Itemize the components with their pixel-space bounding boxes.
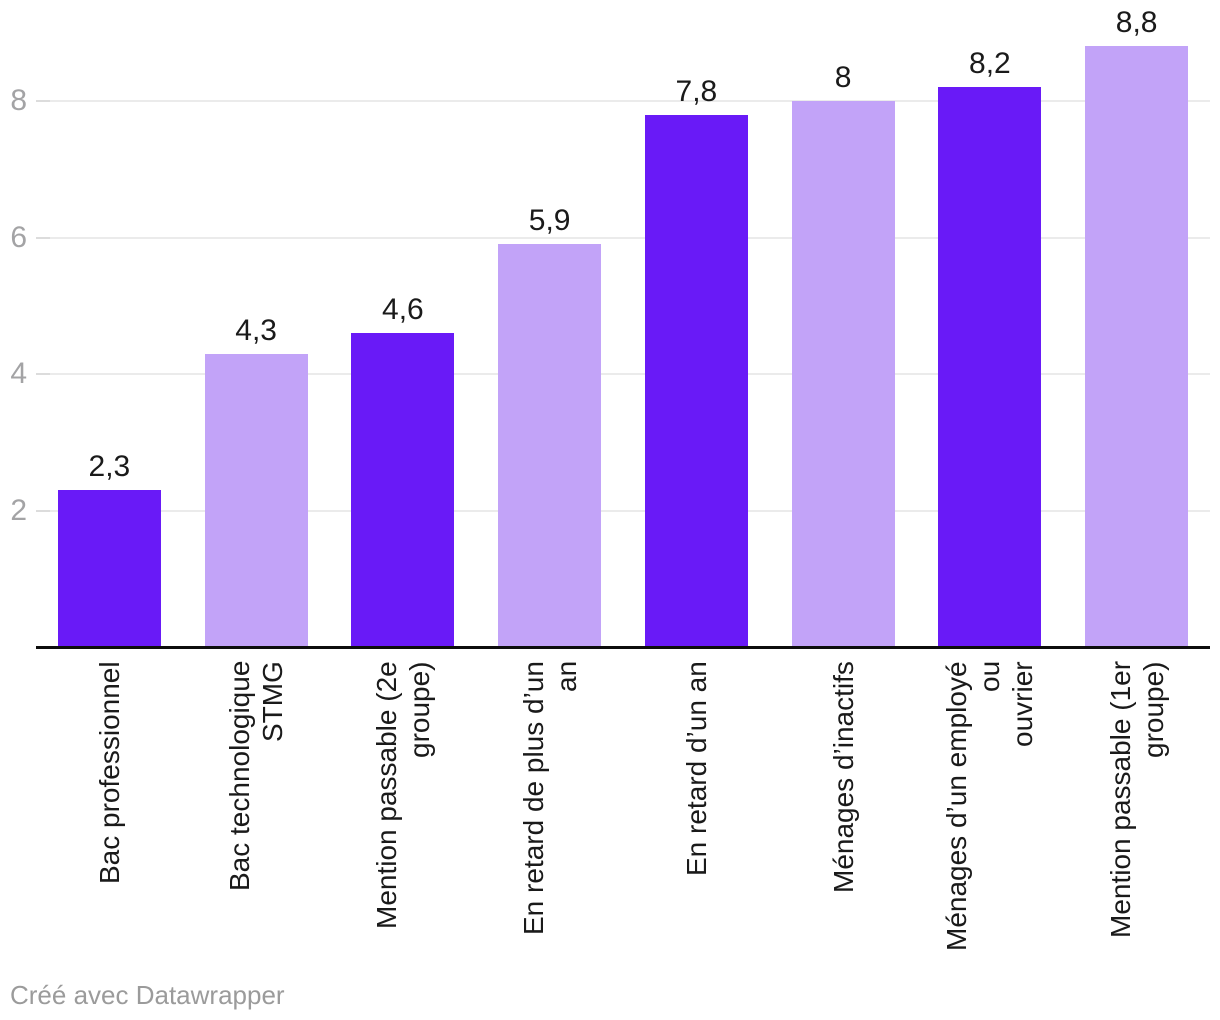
x-axis-category: Ménages d’inactifs bbox=[770, 661, 917, 973]
x-axis-category: Ménages d’un employé ou ouvrier bbox=[917, 661, 1064, 973]
x-axis-category-label: En retard de plus d’un an bbox=[517, 661, 582, 935]
bar-value-label: 2,3 bbox=[88, 450, 131, 483]
y-axis-tick-mark bbox=[36, 509, 50, 512]
bar-value-label: 4,6 bbox=[382, 293, 424, 326]
x-axis-line bbox=[36, 646, 1210, 649]
x-axis-category-label: Ménages d’inactifs bbox=[827, 661, 859, 893]
bar-value-label: 4,3 bbox=[235, 314, 277, 347]
bar-value-label: 7,8 bbox=[675, 75, 718, 108]
x-axis-category: Bac technologique STMG bbox=[183, 661, 330, 973]
x-axis-category: Mention passable (2e groupe) bbox=[330, 661, 477, 973]
x-axis-category-label: Bac technologique STMG bbox=[224, 661, 289, 892]
x-axis-category-label: En retard d’un an bbox=[680, 661, 712, 876]
y-axis-tick-label: 6 bbox=[10, 220, 27, 254]
x-axis-category: Bac professionnel bbox=[36, 661, 183, 973]
bar[interactable] bbox=[938, 87, 1042, 647]
bar[interactable] bbox=[791, 101, 895, 647]
x-axis-category-label: Mention passable (1er groupe) bbox=[1104, 661, 1169, 939]
gridline bbox=[36, 509, 1210, 512]
datawrapper-credit[interactable]: Créé avec Datawrapper bbox=[10, 980, 285, 1010]
y-axis-tick-mark bbox=[36, 236, 50, 239]
x-axis-category-label: Ménages d’un employé ou ouvrier bbox=[941, 661, 1039, 951]
y-axis-tick-mark bbox=[36, 100, 50, 102]
bar[interactable] bbox=[57, 490, 161, 647]
gridline bbox=[36, 373, 1210, 375]
x-axis-category: En retard de plus d’un an bbox=[476, 661, 623, 973]
bar-value-label: 8,8 bbox=[1115, 6, 1158, 39]
bar-value-label: 8 bbox=[834, 61, 852, 94]
y-axis-tick-label: 8 bbox=[10, 84, 27, 117]
x-axis-category-label: Bac professionnel bbox=[93, 661, 125, 884]
x-axis-category: Mention passable (1er groupe) bbox=[1063, 661, 1210, 973]
x-axis-category: En retard d’un an bbox=[623, 661, 770, 973]
x-axis-category-label: Mention passable (2e groupe) bbox=[370, 661, 435, 929]
gridline bbox=[36, 100, 1210, 102]
bar[interactable] bbox=[644, 115, 748, 647]
gridline bbox=[36, 236, 1210, 239]
y-axis-tick-label: 4 bbox=[10, 357, 27, 390]
bar-value-label: 8,2 bbox=[969, 47, 1011, 80]
bar[interactable] bbox=[498, 244, 602, 647]
bar-value-label: 5,9 bbox=[528, 204, 571, 237]
bar[interactable] bbox=[351, 333, 455, 647]
bar[interactable] bbox=[1085, 46, 1189, 647]
y-axis-tick-mark bbox=[36, 373, 50, 375]
bar[interactable] bbox=[204, 354, 308, 647]
y-axis-tick-label: 2 bbox=[10, 493, 27, 527]
